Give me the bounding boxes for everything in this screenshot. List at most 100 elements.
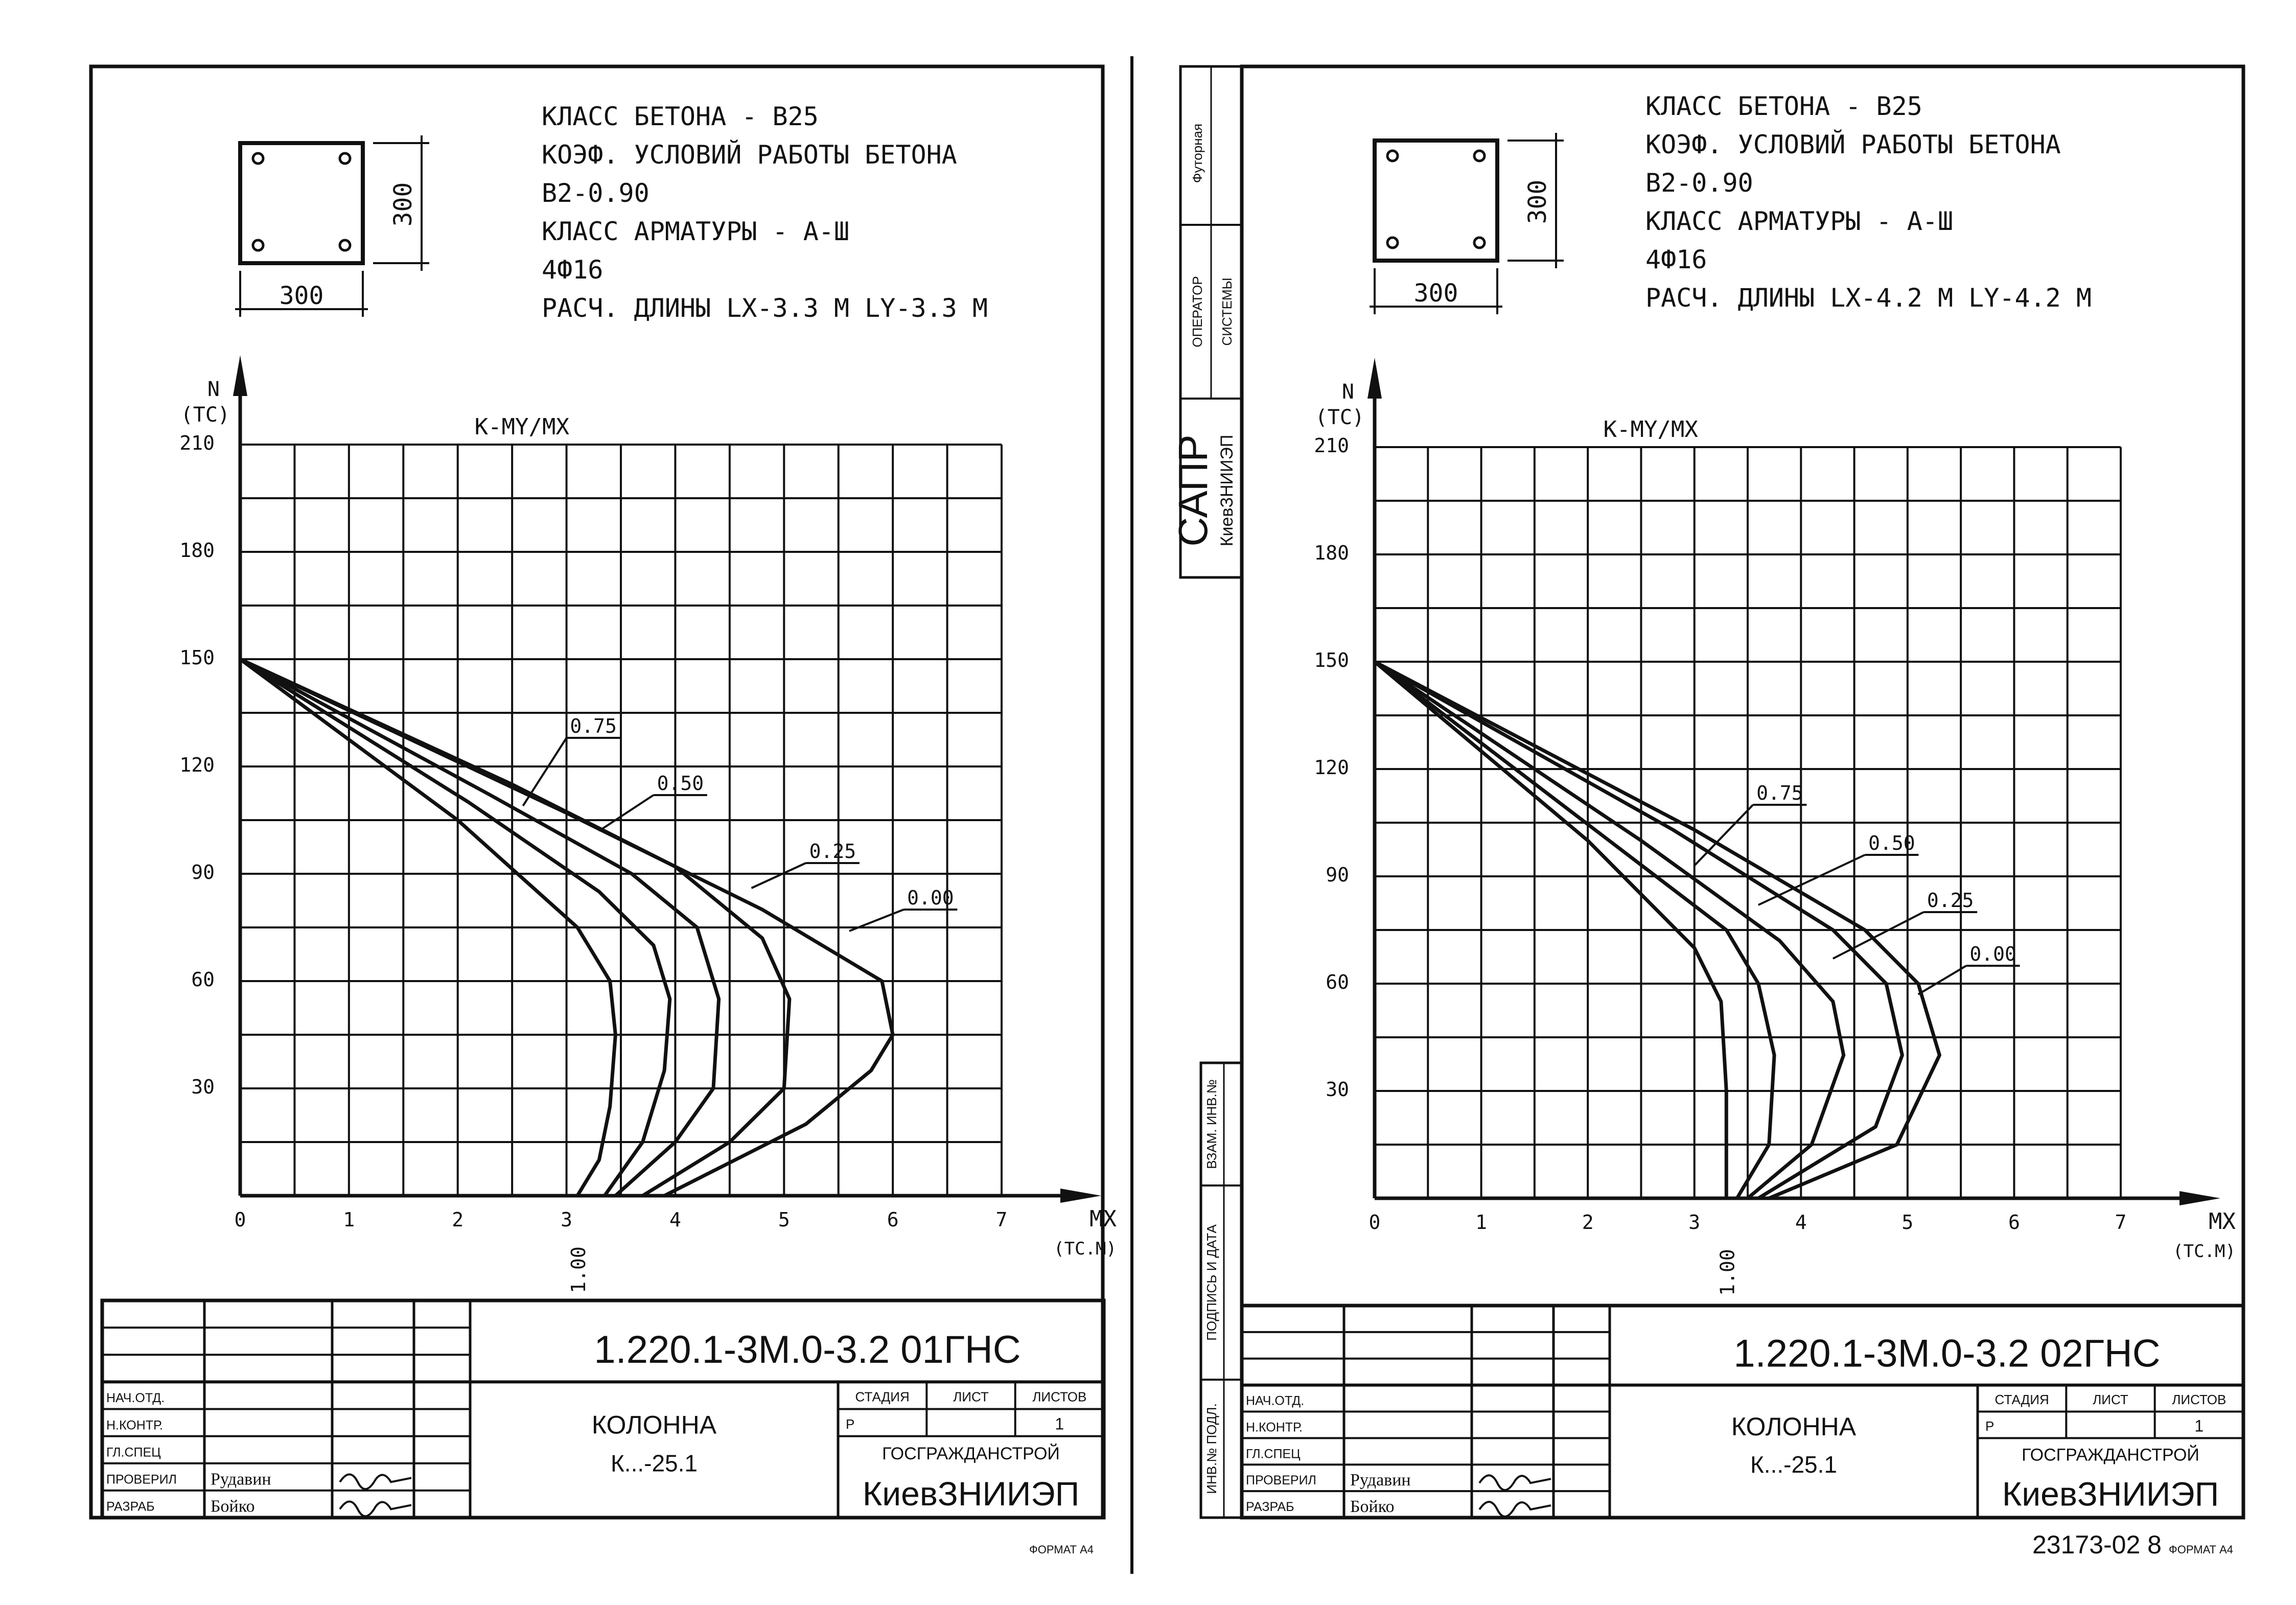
y-tick-label: 210	[179, 432, 215, 454]
y-tick-label: 150	[179, 646, 215, 669]
role-label: ПРОВЕРИЛ	[1246, 1473, 1316, 1487]
series-label: 0.50	[1868, 832, 1915, 854]
x-tick-label: 0	[1369, 1211, 1381, 1234]
x-tick-label: 2	[452, 1208, 463, 1231]
item-name: КОЛОННА	[1731, 1412, 1857, 1441]
label-leader	[1758, 854, 1866, 906]
sheet-header: ЛИСТ	[953, 1389, 989, 1405]
x-tick-label: 5	[778, 1208, 790, 1231]
signature-mark	[1478, 1501, 1551, 1518]
person-name: Бойко	[1350, 1497, 1395, 1516]
stamp-system: СИСТЕМЫ	[1219, 277, 1235, 345]
section-width-label: 300	[1414, 279, 1458, 308]
x-tick-label: 4	[669, 1208, 681, 1231]
y-axis-label: N	[1342, 380, 1354, 404]
role-label: РАЗРАБ	[106, 1500, 155, 1514]
role-label: РАЗРАБ	[1246, 1500, 1294, 1514]
stamp-podpis: ПОДПИСЬ И ДАТА	[1204, 1224, 1219, 1341]
item-name: КОЛОННА	[592, 1410, 717, 1439]
label-leader	[751, 862, 806, 889]
y-tick-label: 60	[191, 968, 215, 991]
param-rebar-class: КЛАСС АРМАТУРЫ - А-Ш	[1645, 206, 1953, 236]
side-stamps: Футорная ОПЕРАТОР СИСТЕМЫ САПР КиевЗНИИЭ…	[1170, 65, 1243, 1519]
chart-grid	[1374, 446, 2122, 1199]
stage-header: СТАДИЯ	[1995, 1392, 2049, 1407]
label-leader	[849, 909, 905, 932]
chart-title: K-MY/MX	[475, 414, 570, 440]
param-coefficient: КОЭФ. УСЛОВИЙ РАБОТЫ БЕТОНА	[542, 139, 957, 170]
y-axis-unit: (TC)	[1315, 406, 1364, 429]
x-axis-unit: (TC.M)	[2173, 1241, 2236, 1262]
x-axis-arrow	[1060, 1189, 1101, 1203]
role-label: НАЧ.ОТД.	[106, 1391, 165, 1405]
role-label: ГЛ.СПЕЦ	[106, 1445, 161, 1459]
title-block: 1.220.1-3М.0-3.2 02ГНС НАЧ.ОТД. Н.КОНТР. ГЛ…	[1240, 1304, 2245, 1559]
institute: КиевЗНИИЭП	[2002, 1475, 2219, 1513]
series-line-1-00	[1373, 660, 1728, 1198]
y-axis-label: N	[207, 378, 220, 401]
parameters: КЛАСС БЕТОНА - В25 КОЭФ. УСЛОВИЙ РАБОТЫ …	[1645, 91, 2092, 313]
sheet-header: ЛИСТ	[2093, 1392, 2128, 1407]
param-design-lengths: РАСЧ. ДЛИНЫ LX-3.3 М LY-3.3 М	[542, 293, 988, 323]
stamp-inv: ИНВ.№ ПОДЛ.	[1204, 1403, 1219, 1494]
stamp-operator: ОПЕРАТОР	[1190, 276, 1205, 347]
signature-mark	[339, 1500, 412, 1518]
series-line-0-25	[239, 657, 792, 1197]
series-label: 0.00	[907, 887, 954, 909]
person-name: Рудавин	[211, 1470, 271, 1489]
param-concrete-class: КЛАСС БЕТОНА - В25	[542, 102, 819, 131]
item-mark: К...-25.1	[1750, 1451, 1837, 1478]
y-tick-label: 30	[191, 1076, 215, 1098]
column-section: 300 300	[1370, 133, 1564, 314]
series-line-0-75	[1373, 660, 1776, 1199]
x-tick-label: 3	[1688, 1211, 1700, 1234]
y-axis-arrow	[233, 355, 247, 396]
y-tick-label: 60	[1326, 971, 1349, 993]
x-tick-label: 1	[1475, 1211, 1487, 1234]
stamp-sapr: САПР	[1170, 434, 1216, 546]
stage-header: СТАДИЯ	[855, 1389, 910, 1405]
label-leader	[1917, 965, 1967, 995]
person-name: Бойко	[211, 1497, 255, 1516]
series-label: 0.50	[657, 772, 704, 795]
stage-value: Р	[1985, 1418, 1994, 1434]
sheets-header: ЛИСТОВ	[2172, 1392, 2226, 1407]
person-name: Рудавин	[1350, 1471, 1411, 1490]
x-axis-arrow	[2179, 1191, 2220, 1205]
series-label: 0.25	[809, 840, 856, 863]
x-axis-unit: (TC.M)	[1054, 1239, 1117, 1259]
title-block: 1.220.1-3М.0-3.2 01ГНС НАЧ.ОТД. Н.КОНТР. ГЛ…	[100, 1298, 1106, 1556]
y-axis-unit: (TC)	[181, 403, 230, 427]
series-line-0-50	[1374, 660, 1846, 1200]
x-tick-label: 4	[1795, 1211, 1807, 1234]
interaction-chart: 0 1 2 3 4 5 6 7 30 60 90 120 150 180 210 N(TC) MX (TC.M) K…	[1314, 358, 2236, 1296]
x-axis-label: MX	[2209, 1208, 2236, 1235]
stamp-vzam: ВЗАМ. ИНВ.№	[1204, 1079, 1219, 1169]
document-code: 1.220.1-3М.0-3.2 01ГНС	[594, 1328, 1021, 1371]
param-rebar: 4Ф16	[542, 255, 603, 285]
organization: ГОСГРАЖДАНСТРОЙ	[882, 1444, 1060, 1463]
y-tick-label: 120	[1314, 756, 1349, 779]
stamp-kiev: КиевЗНИИЭП	[1217, 435, 1237, 547]
y-tick-label: 90	[191, 861, 215, 883]
sheets-value: 1	[2194, 1416, 2204, 1435]
interaction-chart: 0 1 2 3 4 5 6 7 30 60 90 120 150 180 210 N(TC) MX (TC.M) K…	[179, 355, 1117, 1293]
param-coefficient-value: В2-0.90	[1645, 168, 1753, 198]
y-tick-label: 180	[1314, 542, 1349, 564]
y-tick-label: 30	[1326, 1078, 1349, 1101]
param-concrete-class: КЛАСС БЕТОНА - В25	[1645, 91, 1922, 121]
item-mark: К...-25.1	[611, 1450, 698, 1477]
y-axis-arrow	[1367, 358, 1382, 399]
y-tick-label: 90	[1326, 864, 1349, 886]
label-leader	[1694, 804, 1754, 867]
y-tick-label: 150	[1314, 649, 1349, 671]
sheets-value: 1	[1055, 1414, 1064, 1433]
series-line-0-00	[239, 657, 895, 1198]
series-label: 0.75	[570, 715, 617, 737]
role-label: Н.КОНТР.	[1246, 1420, 1303, 1434]
parameters: КЛАСС БЕТОНА - В25 КОЭФ. УСЛОВИЙ РАБОТЫ …	[542, 102, 988, 323]
signature-mark	[1478, 1474, 1551, 1491]
section-height-label: 300	[389, 182, 418, 227]
archive-number: 23173-02 8	[2032, 1530, 2162, 1559]
